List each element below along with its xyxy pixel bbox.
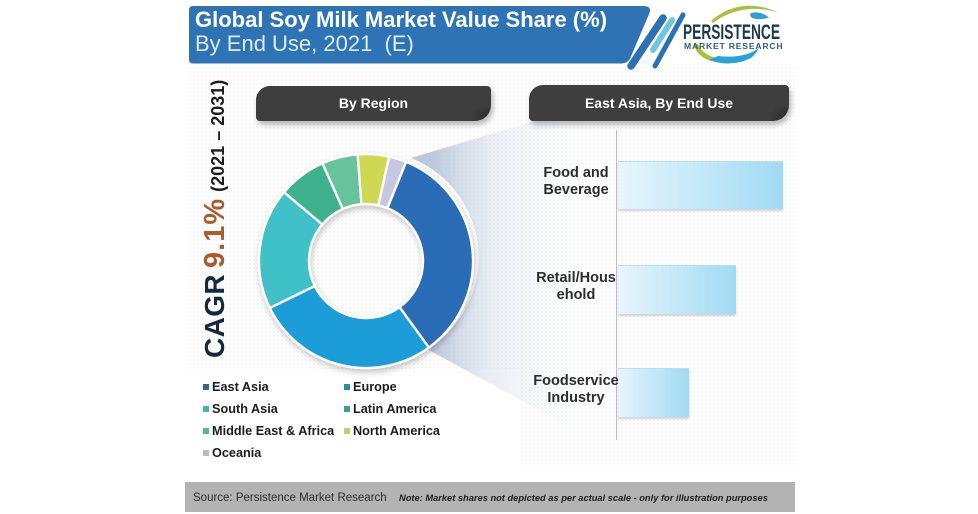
svg-text:PERSISTENCE: PERSISTENCE	[683, 20, 780, 44]
svg-text:MARKET RESEARCH: MARKET RESEARCH	[684, 41, 783, 51]
